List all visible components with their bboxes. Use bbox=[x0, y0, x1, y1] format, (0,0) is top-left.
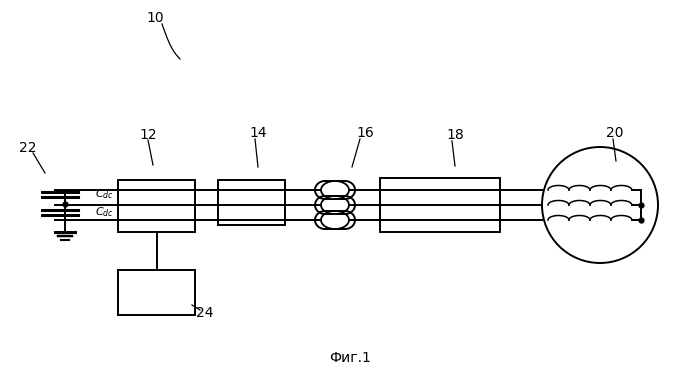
Ellipse shape bbox=[321, 181, 349, 199]
Text: $C_{dc}$: $C_{dc}$ bbox=[95, 188, 114, 202]
Bar bbox=[118, 180, 195, 232]
Text: Фиг.1: Фиг.1 bbox=[329, 351, 371, 365]
Text: 22: 22 bbox=[20, 141, 36, 155]
Text: 12: 12 bbox=[139, 128, 157, 142]
Text: 24: 24 bbox=[196, 306, 214, 320]
Circle shape bbox=[542, 147, 658, 263]
FancyBboxPatch shape bbox=[325, 196, 345, 214]
Ellipse shape bbox=[321, 211, 349, 229]
Text: 18: 18 bbox=[446, 128, 464, 142]
FancyBboxPatch shape bbox=[325, 181, 345, 199]
Text: 14: 14 bbox=[249, 126, 267, 140]
Bar bbox=[118, 270, 195, 315]
Bar bbox=[380, 178, 500, 232]
Text: 16: 16 bbox=[356, 126, 374, 140]
Text: 20: 20 bbox=[606, 126, 624, 140]
Text: 10: 10 bbox=[146, 11, 164, 25]
FancyBboxPatch shape bbox=[325, 211, 345, 229]
Text: $C_{dc}$: $C_{dc}$ bbox=[95, 206, 114, 220]
Bar bbox=[218, 180, 285, 225]
Ellipse shape bbox=[321, 196, 349, 214]
